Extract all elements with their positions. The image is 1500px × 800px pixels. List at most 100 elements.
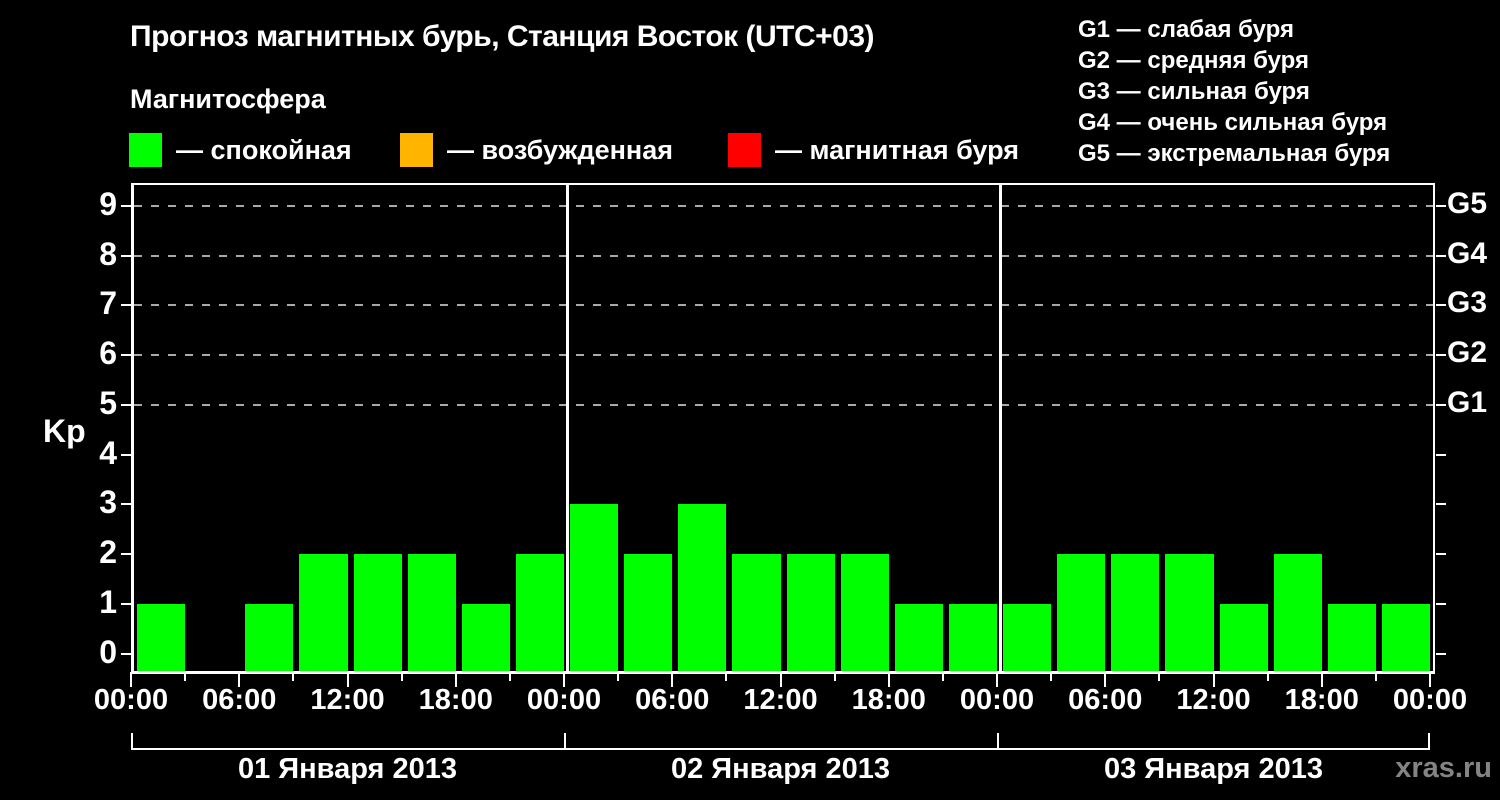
date-bracket-riser	[1428, 733, 1430, 748]
legend-swatch-excited-icon	[400, 133, 433, 167]
x-tick-label: 12:00	[1176, 684, 1251, 716]
y-tick-left	[121, 553, 131, 556]
legend-item-excited: — возбужденная	[400, 133, 673, 167]
y-tick-left	[121, 354, 131, 357]
legend-item-storm: — магнитная буря	[728, 133, 1019, 167]
g-label-g5: G5	[1447, 186, 1488, 220]
gridline-kp7	[134, 304, 1433, 307]
y-tick-left	[121, 652, 131, 655]
gridline-kp6	[134, 354, 1433, 357]
y-tick-right	[1436, 453, 1446, 456]
chart-plot-area	[121, 183, 1446, 674]
y-tick-label-0: 0	[99, 633, 117, 670]
x-tick-major	[1104, 672, 1107, 687]
kp-bar	[1327, 603, 1376, 671]
kp-bar	[1057, 554, 1106, 671]
date-bracket-riser	[131, 733, 133, 748]
x-tick-major	[996, 672, 998, 687]
y-tick-label-3: 3	[99, 484, 117, 521]
page-title: Прогноз магнитных бурь, Станция Восток (…	[130, 20, 875, 53]
kp-bar	[840, 554, 889, 671]
y-tick-label-8: 8	[99, 235, 117, 272]
gridline-kp9	[134, 204, 1433, 207]
x-tick-major	[779, 672, 782, 687]
kp-bar	[1003, 603, 1052, 671]
g-scale-line-g5: G5 — экстремальная буря	[1078, 140, 1391, 167]
g-label-g3: G3	[1447, 286, 1488, 320]
g-scale-line-g3: G3 — сильная буря	[1078, 78, 1310, 105]
kp-bar	[1273, 554, 1322, 671]
g-label-g2: G2	[1447, 336, 1488, 370]
legend-label-quiet: — спокойная	[176, 134, 352, 165]
x-tick-label: 06:00	[202, 684, 277, 716]
kp-bar	[299, 554, 348, 671]
y-tick-right	[1436, 503, 1446, 506]
x-tick-label: 00:00	[526, 684, 602, 716]
date-bracket-riser	[564, 733, 566, 748]
x-tick-label: 00:00	[1392, 684, 1468, 716]
y-tick-right	[1436, 354, 1446, 357]
y-tick-label-9: 9	[99, 185, 117, 222]
x-tick-major	[1429, 672, 1431, 687]
gridline-kp8	[134, 254, 1433, 257]
x-axis-tick-labels: 00:00 06:00 12:00 18:00 00:00 06:00 12:00 18:00…	[0, 684, 1500, 720]
kp-bar	[1111, 554, 1160, 671]
y-tick-right	[1436, 652, 1446, 655]
kp-bar	[407, 554, 456, 671]
y-tick-left	[121, 503, 131, 506]
x-tick-major	[1320, 672, 1323, 687]
kp-bar	[894, 603, 943, 671]
x-tick-major	[454, 672, 457, 687]
x-tick-label: 00:00	[959, 684, 1035, 716]
y-tick-right	[1436, 204, 1446, 207]
g-scale-line-g4: G4 — очень сильная буря	[1078, 109, 1388, 136]
x-tick-major	[563, 672, 565, 687]
legend-label-storm: — магнитная буря	[775, 134, 1019, 165]
legend-swatch-storm-icon	[728, 133, 761, 167]
y-tick-right	[1436, 304, 1446, 307]
date-label: 03 Января 2013	[1103, 753, 1324, 785]
x-tick-major	[346, 672, 349, 687]
x-tick-label: 18:00	[1284, 684, 1359, 716]
x-tick-major	[1212, 672, 1215, 687]
kp-bar	[515, 554, 564, 671]
y-tick-right	[1436, 254, 1446, 257]
g-label-g4: G4	[1447, 236, 1488, 270]
kp-bar	[1165, 554, 1214, 671]
y-tick-label-7: 7	[99, 285, 117, 322]
legend-item-quiet: — спокойная	[129, 133, 352, 167]
right-axis-g-labels: G1 G2 G3 G4 G5	[1447, 183, 1500, 669]
date-label: 01 Января 2013	[237, 753, 458, 785]
date-bracket	[131, 733, 1430, 750]
kp-bar	[137, 603, 186, 671]
kp-bar	[1381, 603, 1430, 671]
kp-bar	[732, 554, 781, 671]
kp-bar	[1219, 603, 1268, 671]
y-tick-left	[121, 304, 131, 307]
day-separator	[998, 185, 1002, 671]
x-tick-major	[130, 672, 132, 687]
x-tick-label: 18:00	[851, 684, 926, 716]
y-tick-right	[1436, 602, 1446, 605]
y-tick-left	[121, 602, 131, 605]
date-labels: 01 Января 2013 02 Января 2013 03 Января 20…	[131, 753, 1430, 789]
x-tick-label: 06:00	[635, 684, 710, 716]
y-tick-label-6: 6	[99, 335, 117, 372]
gridline-kp5	[134, 403, 1433, 406]
y-tick-label-1: 1	[99, 583, 117, 620]
y-tick-left	[121, 254, 131, 257]
kp-bar	[245, 603, 294, 671]
g-scale-line-g1: G1 — слабая буря	[1078, 16, 1295, 43]
y-tick-right	[1436, 553, 1446, 556]
y-tick-left	[121, 204, 131, 207]
legend-swatch-quiet-icon	[129, 133, 162, 167]
y-tick-right	[1436, 403, 1446, 406]
legend-label-excited: — возбужденная	[447, 134, 673, 165]
kp-bar	[948, 603, 997, 671]
kp-bar	[678, 504, 727, 671]
kp-bar	[624, 554, 673, 671]
day-separator	[565, 185, 569, 671]
x-axis-ticks	[130, 672, 1431, 688]
kp-bar	[353, 554, 402, 671]
y-tick-label-2: 2	[99, 534, 117, 571]
